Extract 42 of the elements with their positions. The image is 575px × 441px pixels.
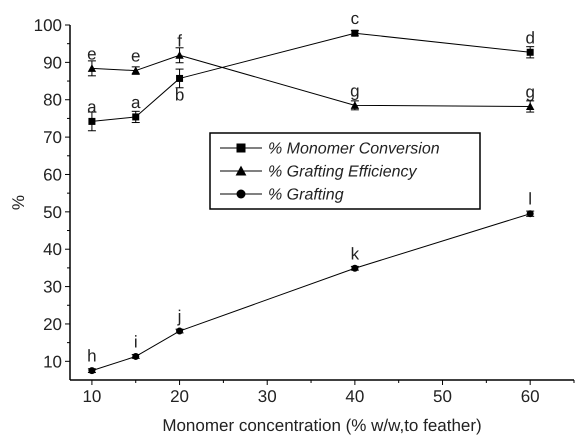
annotation: g [350, 81, 360, 100]
point [176, 74, 184, 82]
y-tick-label: 50 [43, 202, 62, 222]
x-tick-label: 10 [82, 387, 102, 406]
y-tick-label: 80 [43, 90, 62, 110]
annotation: h [87, 346, 97, 366]
point [88, 64, 96, 72]
point [132, 113, 140, 120]
annotation: c [350, 9, 360, 28]
annotation: l [528, 190, 532, 209]
x-tick-label: 50 [433, 387, 452, 406]
annotation: d [525, 28, 535, 48]
annotation: e [131, 46, 140, 66]
x-tick-label: 20 [170, 387, 190, 406]
point [526, 102, 534, 110]
annotation: g [525, 82, 535, 102]
x-tick-label: 30 [258, 387, 277, 406]
y-tick-label: 30 [43, 278, 62, 297]
y-tick-label: 20 [43, 314, 62, 334]
annotation: i [134, 332, 138, 352]
legend-label: % Monomer Conversion [268, 140, 440, 158]
annotation: f [177, 31, 182, 50]
y-tick-label: 40 [43, 240, 62, 260]
point [175, 51, 184, 59]
point [88, 118, 96, 125]
x-axis-title: Monomer concentration (% w/w,to feather) [162, 416, 482, 435]
x-tick-label: 60 [520, 387, 540, 406]
annotation: b [174, 85, 184, 104]
annotation: e [87, 44, 97, 64]
point [526, 48, 534, 56]
y-tick-label: 60 [43, 165, 62, 184]
y-tick-label: 100 [34, 16, 62, 35]
legend-label: % Grafting [268, 186, 344, 204]
annotation: k [350, 244, 360, 264]
legend-label: % Grafting Efficiency [268, 164, 418, 181]
y-tick-label: 90 [43, 53, 62, 72]
annotation: j [176, 307, 182, 326]
y-axis-title: % [9, 194, 28, 210]
annotation: a [131, 92, 142, 112]
y-tick-label: 10 [43, 352, 62, 372]
y-tick-label: 70 [43, 128, 62, 148]
x-tick-label: 40 [345, 387, 364, 406]
